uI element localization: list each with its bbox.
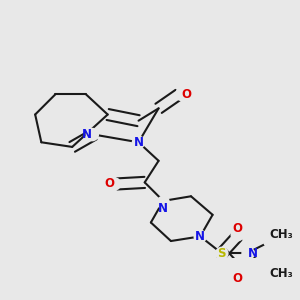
- Text: N: N: [134, 136, 143, 149]
- Circle shape: [230, 265, 244, 279]
- Circle shape: [215, 247, 229, 260]
- Text: N: N: [158, 202, 168, 215]
- Text: CH₃: CH₃: [270, 267, 293, 280]
- Text: S: S: [218, 247, 226, 260]
- Text: N: N: [82, 128, 92, 141]
- Circle shape: [156, 196, 170, 209]
- Circle shape: [85, 128, 99, 141]
- Text: O: O: [104, 177, 115, 190]
- Text: O: O: [232, 272, 242, 285]
- Circle shape: [241, 247, 255, 260]
- Text: N: N: [248, 247, 258, 260]
- Text: O: O: [182, 88, 192, 101]
- Circle shape: [230, 228, 244, 242]
- Circle shape: [132, 136, 145, 149]
- Circle shape: [108, 177, 121, 191]
- Text: O: O: [232, 222, 242, 235]
- Circle shape: [263, 260, 277, 274]
- Circle shape: [263, 234, 277, 248]
- Text: N: N: [195, 230, 205, 243]
- Text: CH₃: CH₃: [270, 228, 293, 241]
- Circle shape: [194, 230, 207, 243]
- Circle shape: [175, 88, 188, 101]
